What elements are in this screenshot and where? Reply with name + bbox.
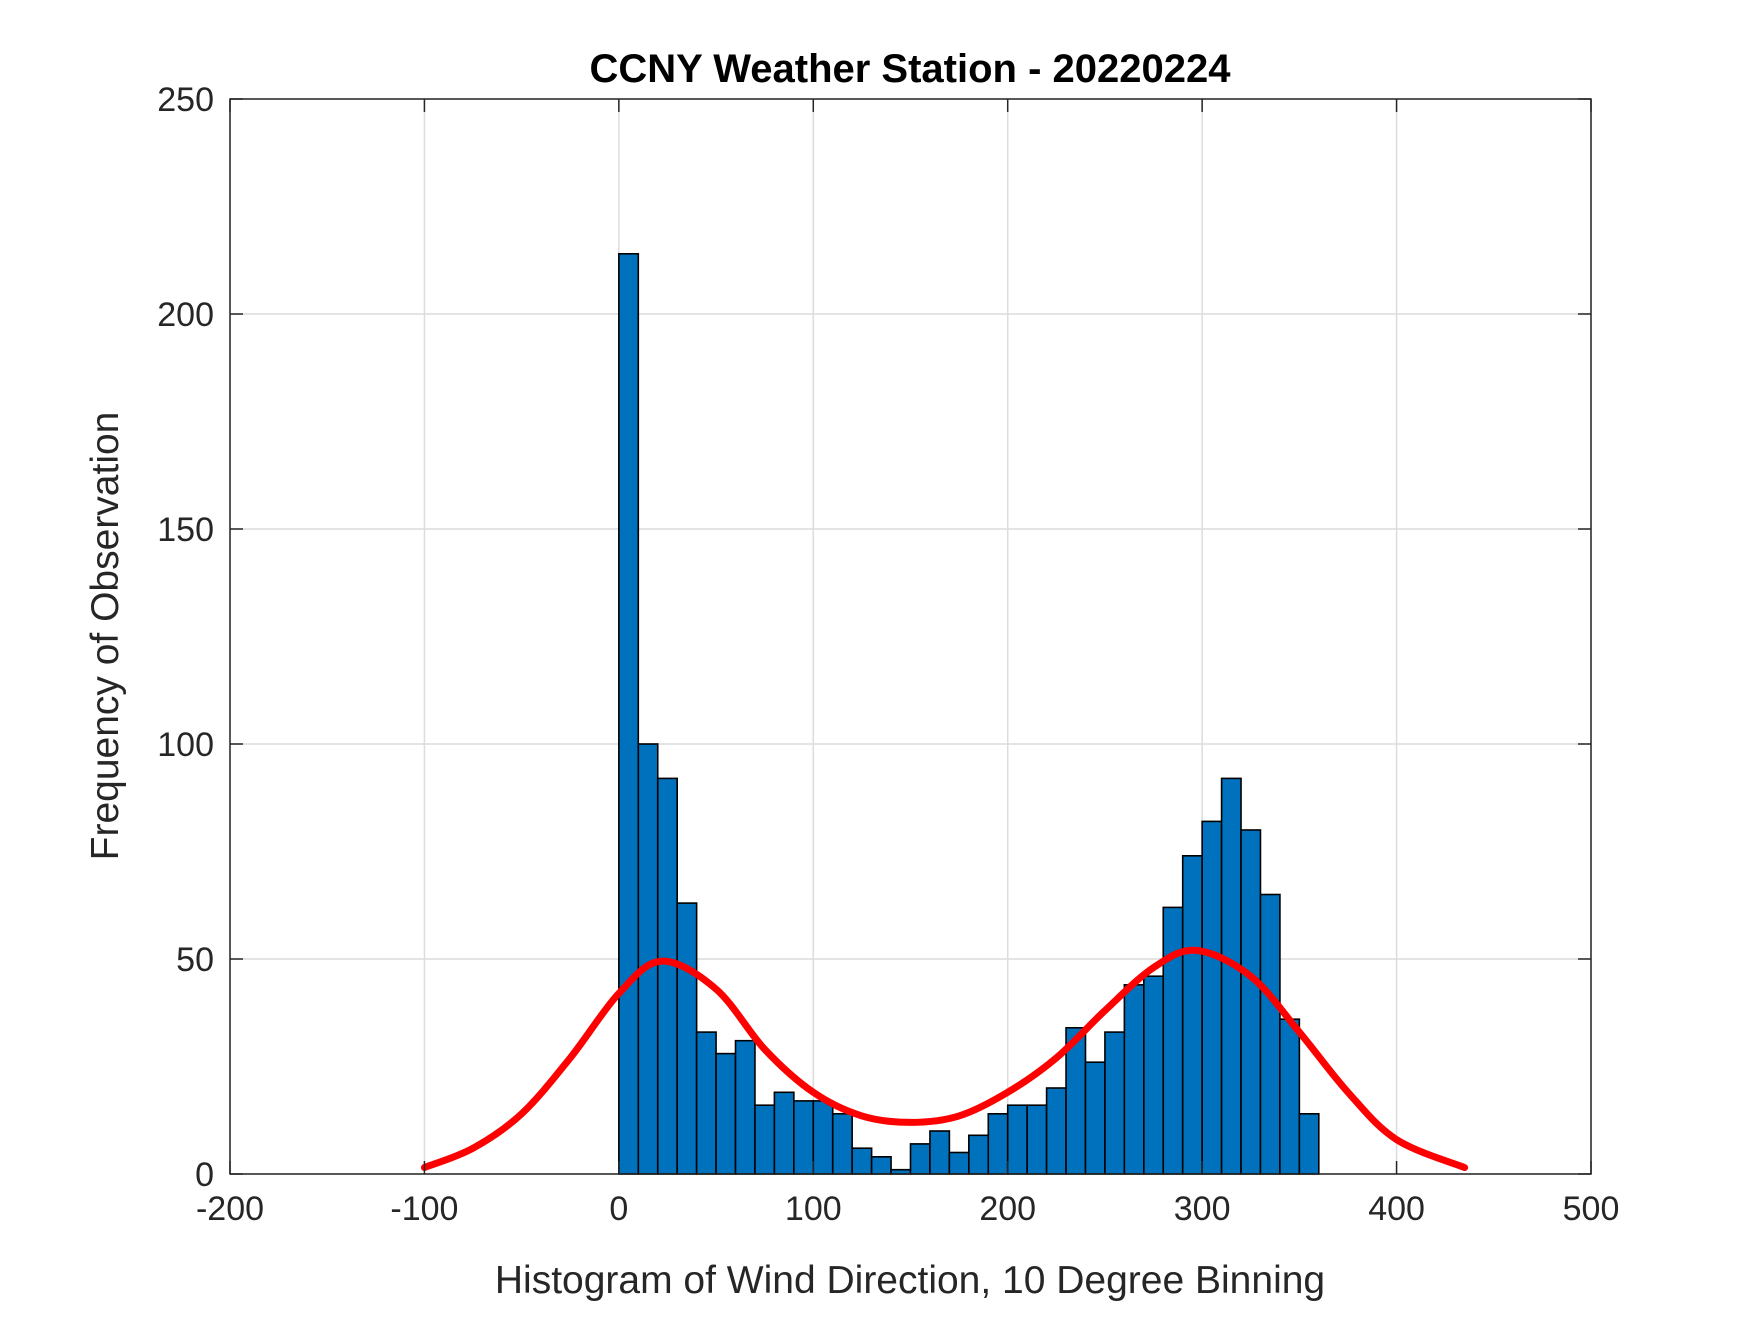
fit-curve — [420, 946, 1469, 1172]
histogram-bar — [1220, 777, 1242, 1175]
histogram-bar — [1026, 1104, 1048, 1175]
histogram-bar — [870, 1156, 892, 1175]
histogram-bar — [987, 1113, 1009, 1175]
histogram-bar — [1201, 820, 1223, 1175]
histogram-bar — [1143, 975, 1165, 1175]
x-tick-label: 0 — [609, 1190, 628, 1228]
y-tick-label: 0 — [195, 1156, 214, 1194]
histogram-bar — [831, 1113, 853, 1175]
x-tick-label: 300 — [1174, 1190, 1231, 1228]
histogram-bar — [1123, 983, 1145, 1175]
x-tick-label: 200 — [979, 1190, 1036, 1228]
histogram-bar — [754, 1104, 776, 1175]
axis-ticks: -200 -100 0 100 200 300 400 500 0 50 100 150 200 250 — [157, 81, 1619, 1228]
y-tick-label: 250 — [157, 81, 214, 119]
histogram-bar — [1045, 1087, 1067, 1175]
histogram-bar — [1162, 906, 1184, 1175]
histogram-bar — [793, 1100, 815, 1175]
y-tick-label: 200 — [157, 296, 214, 334]
histogram-bar — [1279, 1018, 1301, 1175]
x-axis-label: Histogram of Wind Direction, 10 Degree B… — [495, 1259, 1325, 1302]
histogram-bar — [773, 1091, 795, 1175]
histogram-bar — [1006, 1104, 1028, 1175]
histogram-bar — [909, 1143, 931, 1175]
histogram-bar — [1084, 1061, 1106, 1175]
y-axis-label: Frequency of Observation — [84, 412, 127, 861]
histogram-bar — [929, 1130, 951, 1175]
x-tick-label: 500 — [1563, 1190, 1620, 1228]
histogram-bar — [1259, 893, 1281, 1175]
histogram-bar — [1104, 1031, 1126, 1175]
histogram-bar — [1240, 829, 1262, 1175]
histogram-bar — [812, 1100, 834, 1175]
histogram-bar — [715, 1052, 737, 1175]
y-tick-label: 50 — [176, 941, 214, 979]
chart-title: CCNY Weather Station - 20220224 — [590, 47, 1232, 91]
histogram-bar — [1181, 854, 1203, 1175]
histogram-bar — [656, 777, 678, 1175]
axes-box — [229, 98, 1592, 1175]
x-tick-label: -200 — [196, 1190, 264, 1228]
histogram-bar — [618, 253, 640, 1175]
x-tick-label: -100 — [390, 1190, 458, 1228]
x-tick-label: 100 — [785, 1190, 842, 1228]
histogram-bar — [734, 1039, 756, 1175]
histogram-bar — [695, 1031, 717, 1175]
histogram-bar — [851, 1147, 873, 1175]
y-tick-label: 150 — [157, 511, 214, 549]
histogram-bar — [1298, 1113, 1320, 1175]
histogram-bar — [676, 902, 698, 1175]
histogram-bar — [948, 1151, 970, 1175]
y-tick-label: 100 — [157, 726, 214, 764]
x-tick-label: 400 — [1368, 1190, 1425, 1228]
histogram-bar — [968, 1134, 990, 1175]
